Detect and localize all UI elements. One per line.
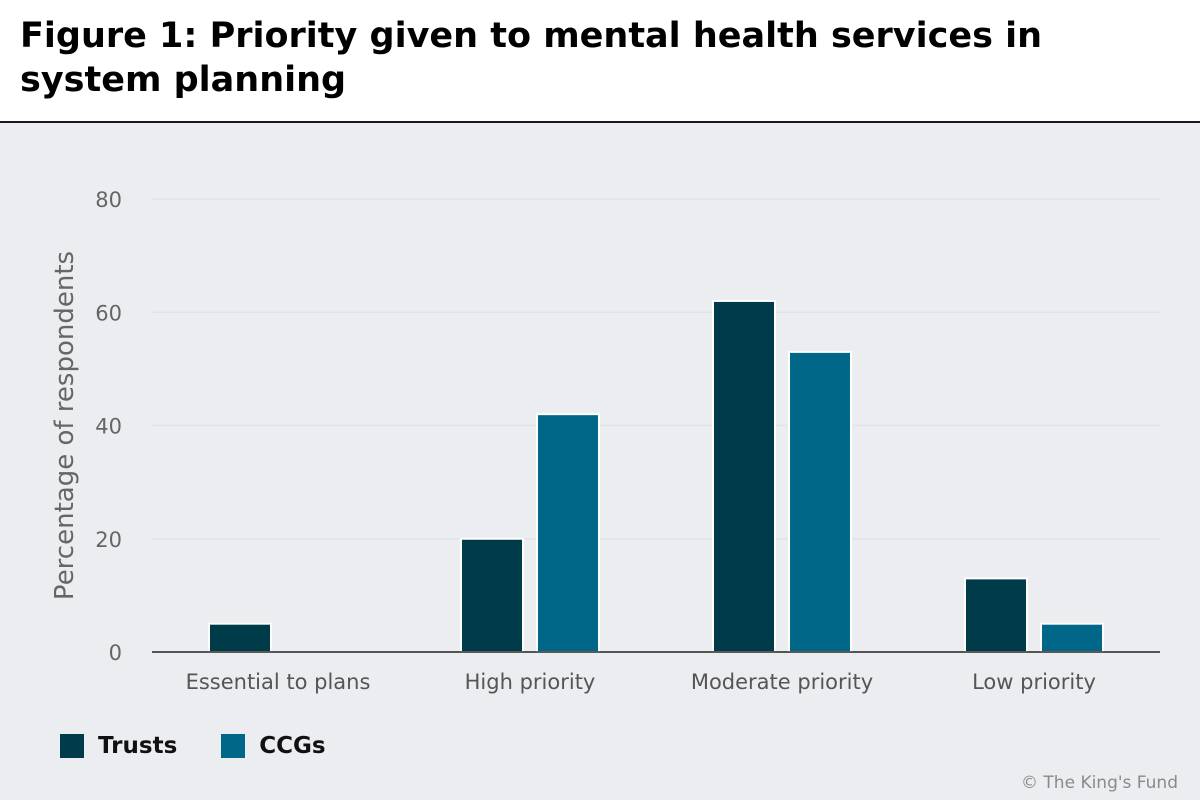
chart-legend: Trusts CCGs	[60, 731, 370, 761]
legend-swatch-ccgs	[221, 734, 246, 758]
bar-ccgs-moderate-priority[interactable]	[788, 350, 852, 653]
bar-trusts-low-priority[interactable]	[964, 577, 1028, 654]
bar-trusts-essential-to-plans[interactable]	[208, 622, 272, 653]
bar-trusts-high-priority[interactable]	[460, 537, 524, 653]
y-tick-label-40: 40	[95, 415, 122, 439]
legend-label-trusts: Trusts	[98, 733, 178, 759]
legend-item-trusts[interactable]: Trusts	[60, 733, 177, 759]
y-tick-label-20: 20	[95, 528, 122, 552]
x-tick-label-moderate-priority: Moderate priority	[691, 670, 873, 694]
y-axis-title: Percentage of respondents	[50, 251, 80, 600]
bar-ccgs-high-priority[interactable]	[536, 413, 600, 653]
y-tick-label-60: 60	[95, 301, 122, 325]
chart-area: 0 20 40 60 80 Essential to plans High priority…	[0, 123, 1200, 800]
legend-item-ccgs[interactable]: CCGs	[221, 733, 326, 759]
x-tick-label-essential-to-plans: Essential to plans	[186, 670, 371, 694]
legend-swatch-trusts	[60, 734, 84, 758]
figure-header: Figure 1: Priority given to mental healt…	[0, 0, 1200, 123]
x-tick-label-low-priority: Low priority	[972, 670, 1096, 694]
bar-chart: 0 20 40 60 80 Essential to plans High priority…	[50, 188, 1160, 694]
bar-trusts-moderate-priority[interactable]	[712, 299, 776, 654]
bar-ccgs-low-priority[interactable]	[1040, 622, 1104, 653]
y-tick-label-0: 0	[109, 641, 122, 665]
legend-label-ccgs: CCGs	[259, 733, 326, 759]
y-tick-label-80: 80	[95, 188, 122, 212]
x-tick-label-high-priority: High priority	[465, 670, 596, 694]
copyright-credit: © The King's Fund	[1021, 773, 1178, 793]
figure-title: Figure 1: Priority given to mental healt…	[20, 16, 1043, 100]
